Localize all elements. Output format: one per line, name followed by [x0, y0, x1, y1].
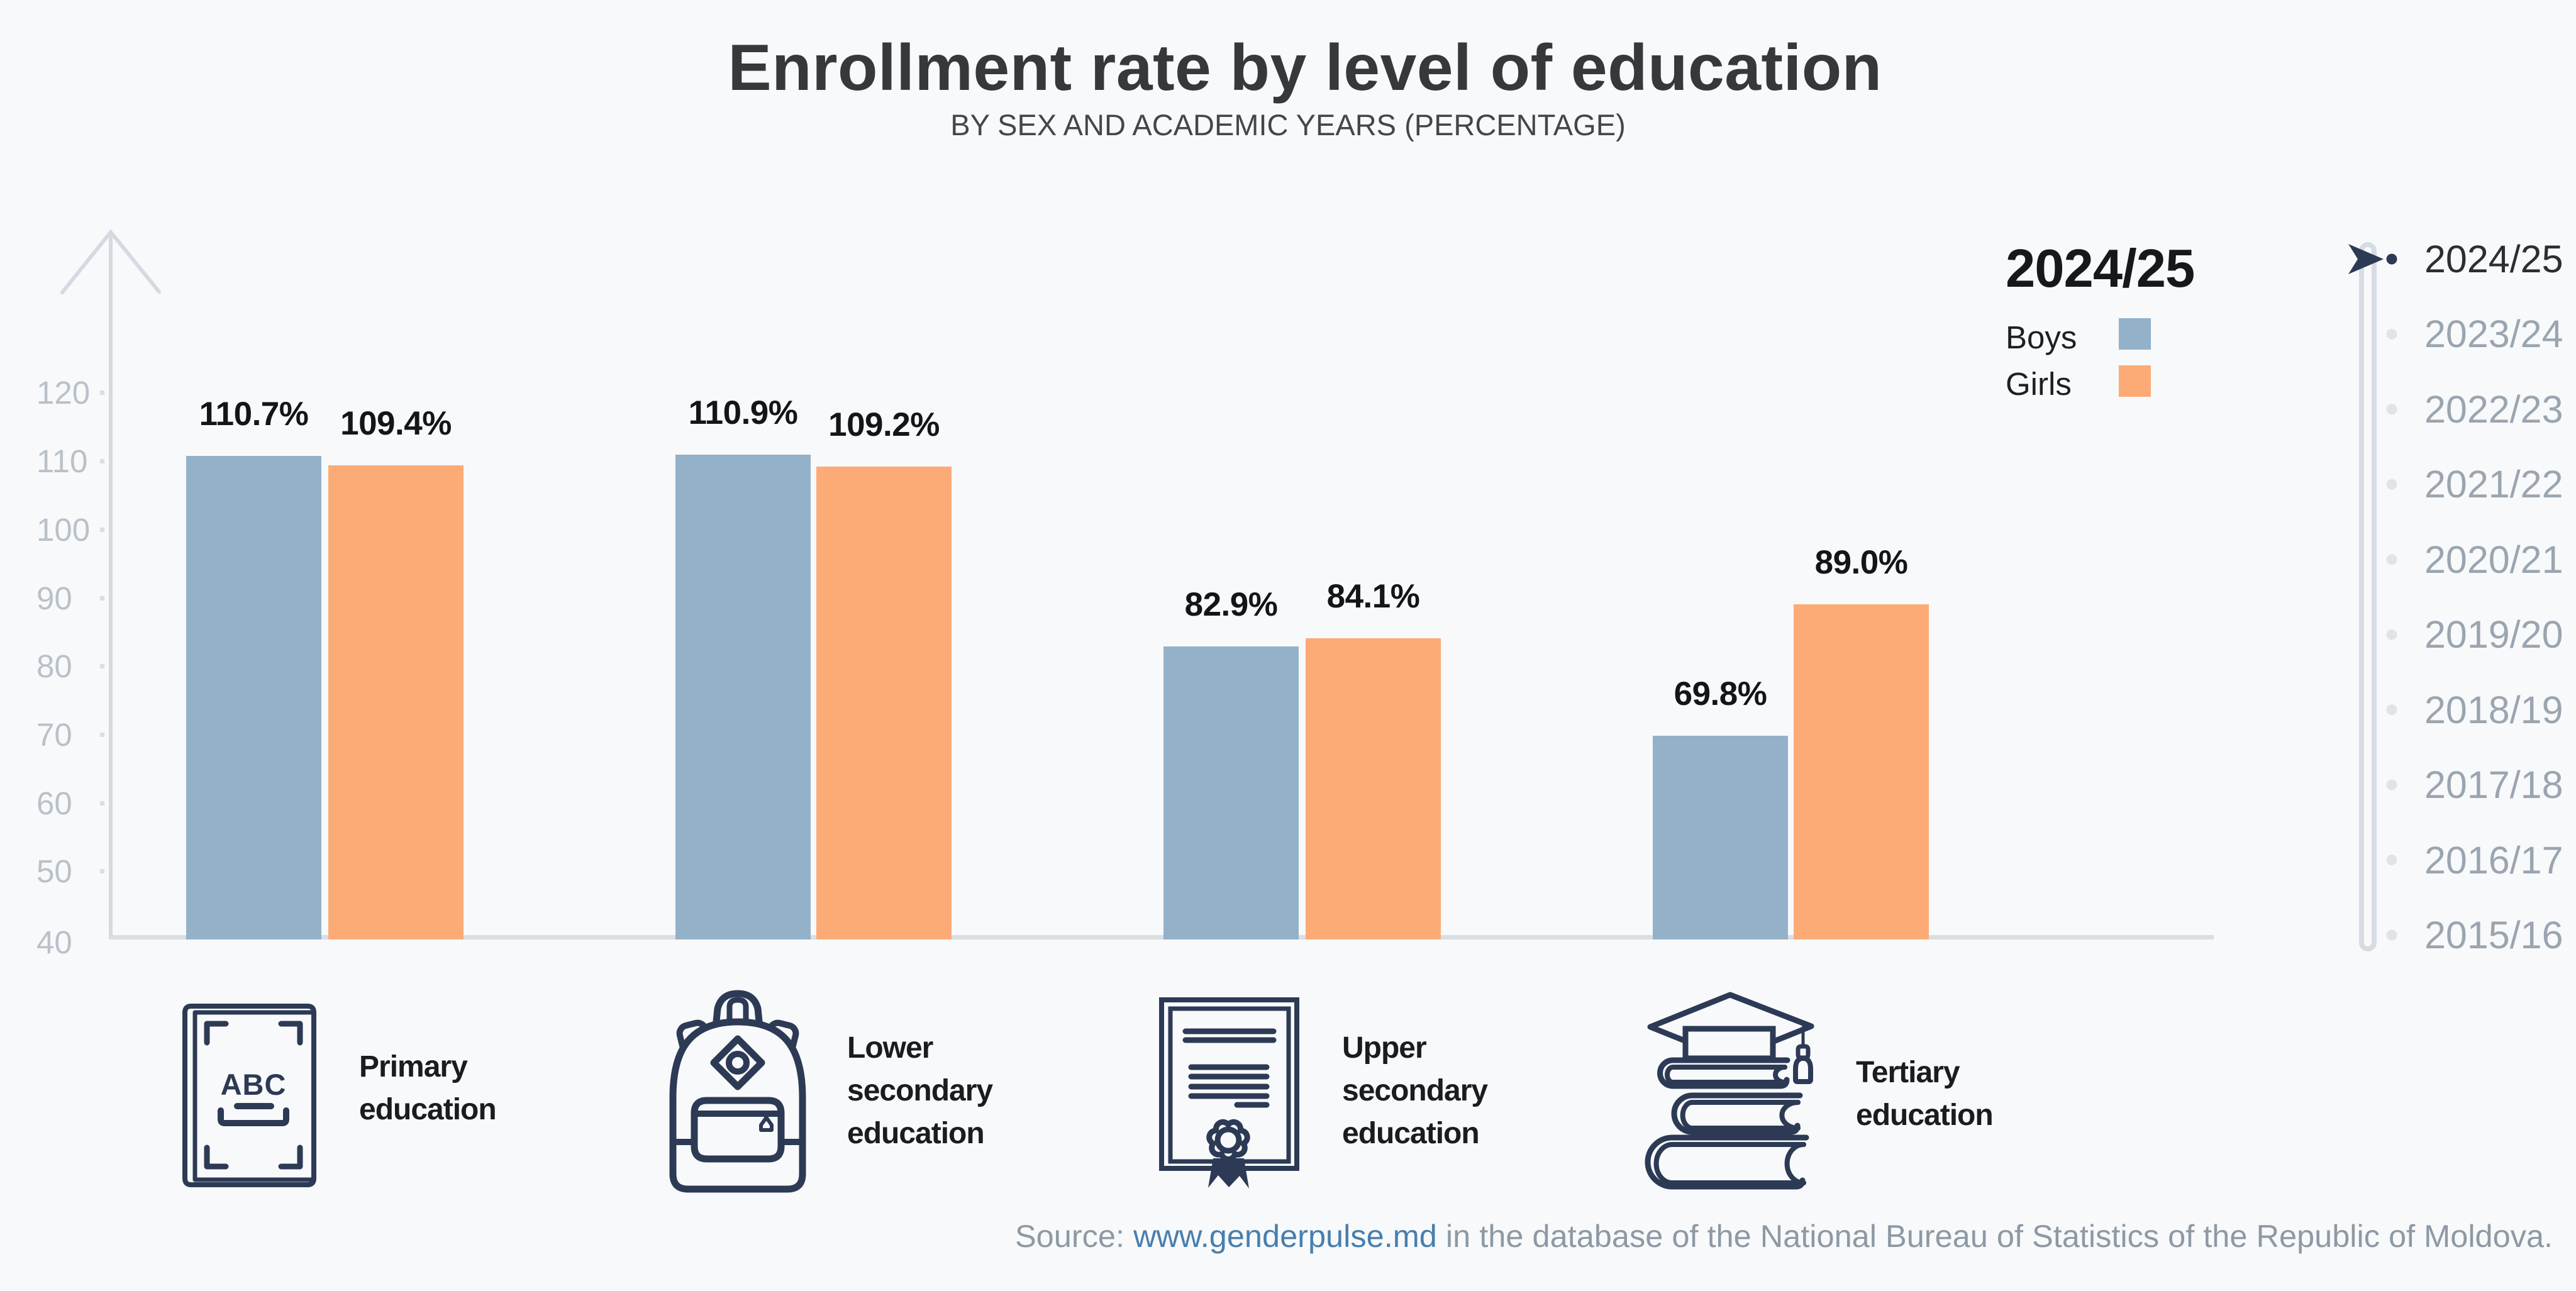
svg-text:ABC: ABC	[221, 1068, 287, 1101]
